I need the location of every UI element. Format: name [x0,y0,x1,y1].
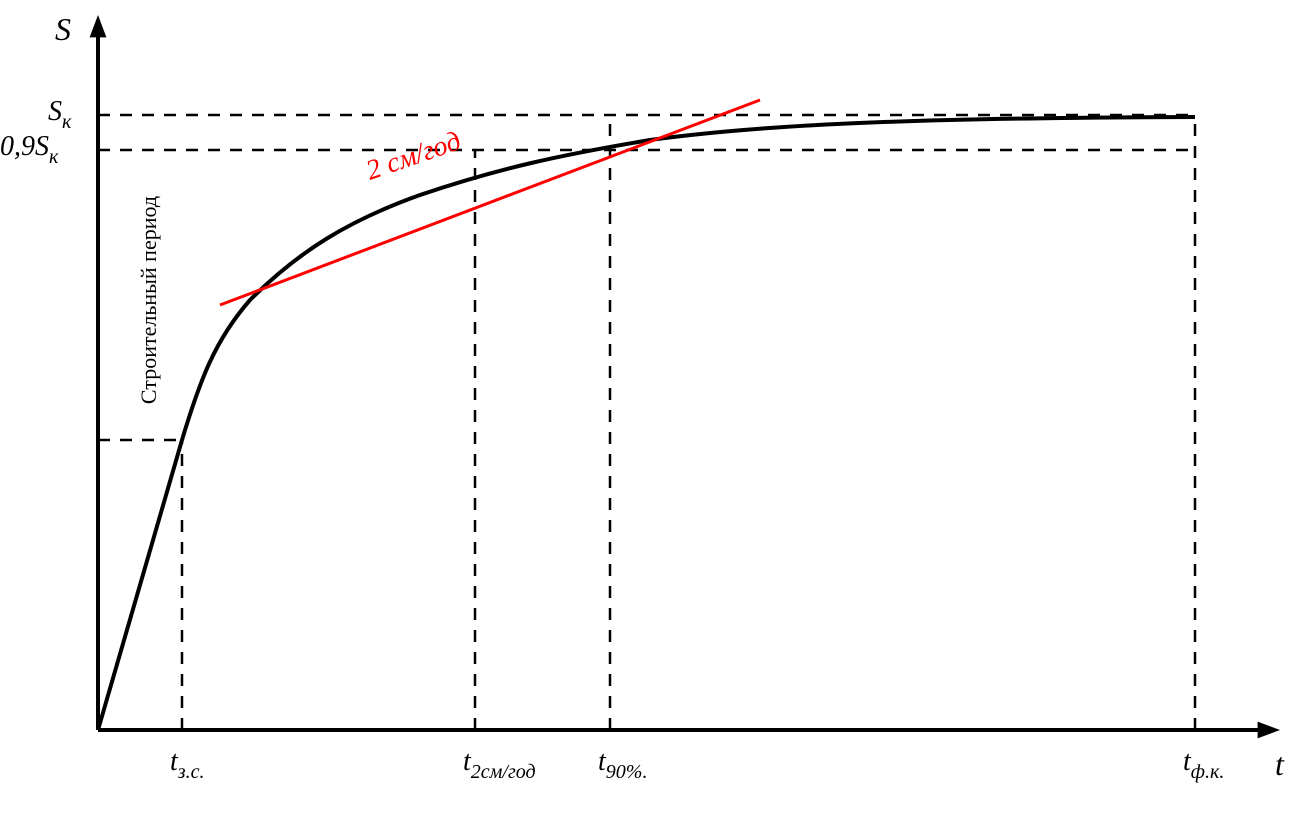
x-tick-label: tз.с. [170,746,204,783]
x-axis-label: t [1275,746,1285,782]
x-tick-label: tф.к. [1183,746,1224,783]
y-axis-label: S [55,11,71,47]
x-tick-label: t90%. [598,746,647,783]
tangent-line [220,100,760,305]
tangent-label: 2 см/год [362,125,465,186]
settlement-curve [98,117,1195,730]
y-axis-arrow [90,15,107,37]
x-axis-arrow [1258,722,1280,739]
y-tick-label: 0,9Sк [0,131,59,168]
y-tick-label: Sк [48,96,72,133]
chart-container: St Sк0,9Sк tз.с. t2см/год t90%. tф.к. 2 см/год… [0,0,1310,818]
settlement-time-chart: St Sк0,9Sк tз.с. t2см/год t90%. tф.к. 2 см/год… [0,0,1310,818]
construction-period-label: Строительный период [136,196,161,404]
x-tick-label: t2см/год [463,746,536,783]
